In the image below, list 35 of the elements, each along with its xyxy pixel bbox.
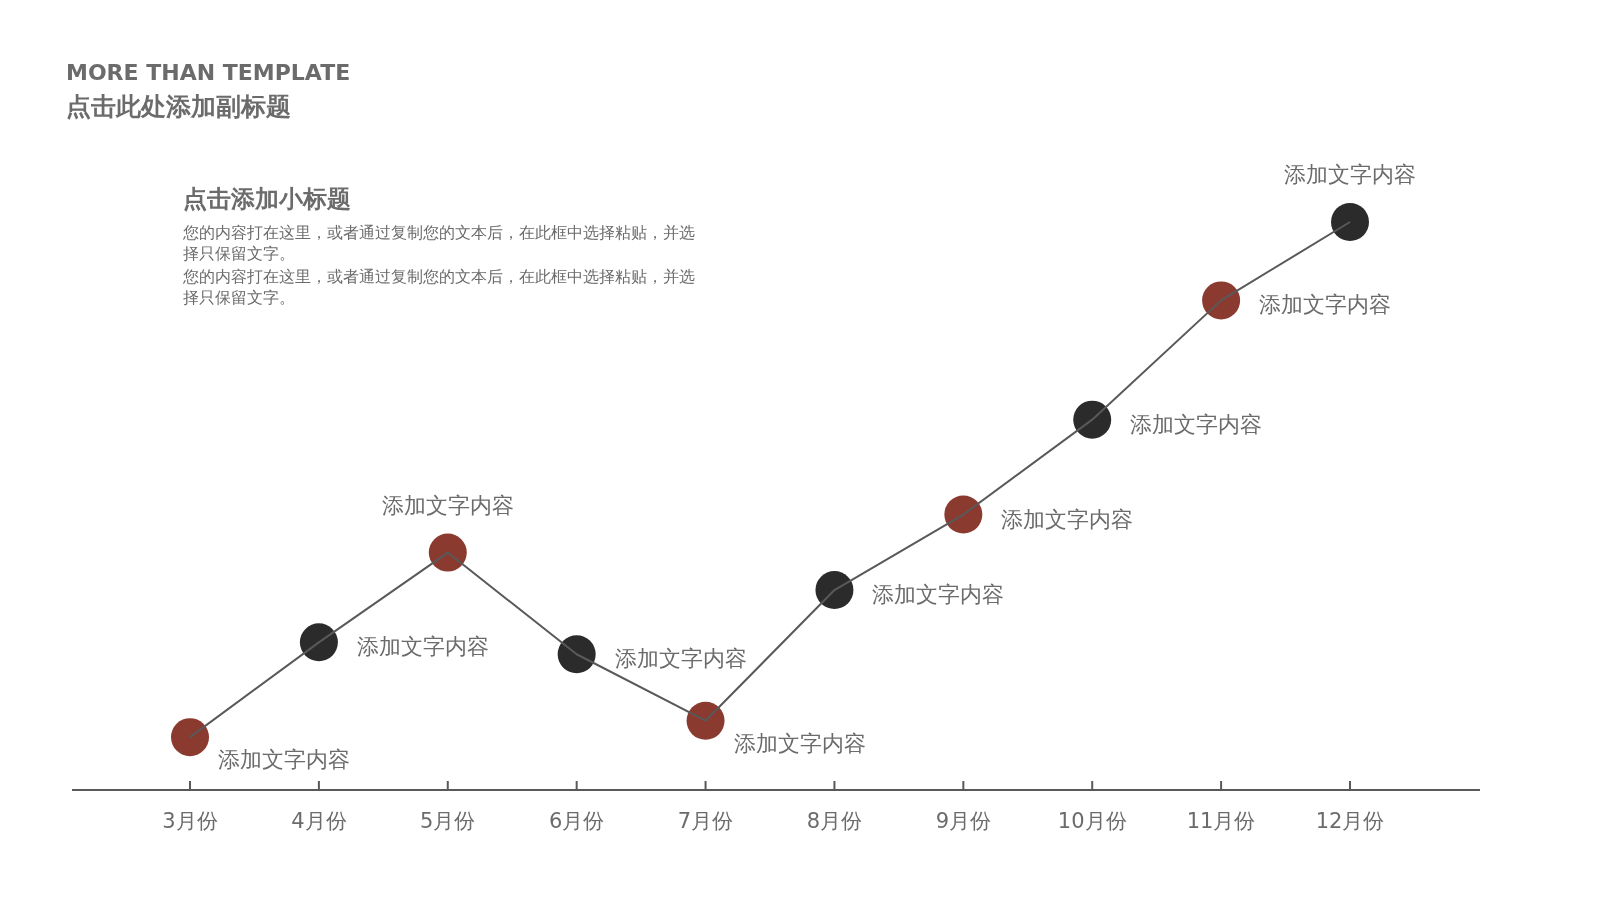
annotation: 添加文字内容	[381, 492, 514, 518]
x-tick-label: 3月份	[162, 809, 218, 833]
annotation: 添加文字内容	[1001, 506, 1134, 532]
x-tick-label: 6月份	[548, 809, 605, 833]
x-tick-label: 5月份	[420, 809, 476, 833]
point	[1202, 281, 1241, 320]
point	[171, 718, 209, 757]
point	[557, 635, 596, 674]
annotation: 添加文字内容	[614, 646, 747, 672]
title: MORE THAN TEMPLATE	[66, 60, 351, 85]
subtitle: 点击此处添加副标题	[66, 91, 291, 123]
annotation: 添加文字内容	[356, 634, 489, 660]
point	[944, 495, 983, 534]
annotation: 点击添加小标题	[183, 184, 351, 215]
point	[428, 533, 467, 572]
annotation: 添加文字内容	[1284, 162, 1416, 187]
annotation: 添加文字内容	[872, 582, 1005, 608]
x-tick-label: 12月份	[1315, 809, 1385, 833]
x-tick-label: 8月份	[806, 809, 863, 833]
point	[686, 701, 725, 740]
annotation: 添加文字内容	[218, 747, 350, 773]
point	[1073, 400, 1112, 439]
annotation: 添加文字内容	[1130, 411, 1263, 437]
x-tick-label: 4月份	[291, 809, 347, 833]
annotation: 您的内容打在这里，或者通过复制您的文本后，在此框中选择粘贴，并选择只保留文字。	[183, 222, 696, 264]
point	[1331, 203, 1369, 241]
annotation: 添加文字内容	[1259, 292, 1392, 318]
point	[299, 623, 338, 662]
x-tick-label: 9月份	[935, 809, 992, 833]
point	[815, 571, 854, 610]
annotation: 您的内容打在这里，或者通过复制您的文本后，在此框中选择粘贴，并选择只保留文字。	[183, 266, 696, 308]
x-tick-label: 7月份	[677, 809, 734, 833]
annotation: 添加文字内容	[733, 730, 866, 756]
x-tick-label: 11月份	[1186, 809, 1256, 833]
x-tick-label: 10月份	[1057, 809, 1127, 833]
